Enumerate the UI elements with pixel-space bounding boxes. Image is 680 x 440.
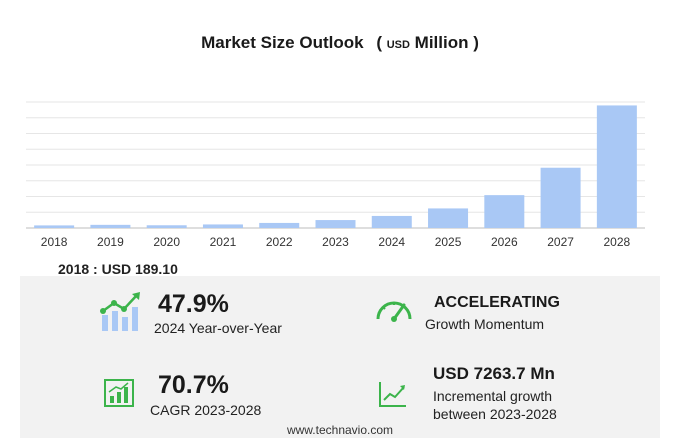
- bar-2028[interactable]: [596, 105, 637, 228]
- line-chart-icon: [379, 382, 406, 407]
- growth-chart-icon: [104, 379, 134, 407]
- bar-2019[interactable]: [90, 224, 131, 228]
- cagr-value: 70.7%: [158, 371, 229, 399]
- x-tick-label: 2026: [491, 235, 518, 249]
- incremental-label-line1: Incremental growth: [433, 388, 553, 404]
- bar-chart: 2018 2019 2020 2021 2022 2023 2024 2025 2026 2027…: [26, 101, 645, 249]
- chart-unit: ( USD Million ): [376, 33, 479, 52]
- incremental-label-line2: between 2023-2028: [433, 406, 557, 422]
- x-tick-label: 2021: [210, 235, 237, 249]
- bar-2018[interactable]: [34, 225, 75, 228]
- bar-2021[interactable]: [202, 224, 243, 228]
- unit-suffix: Million: [414, 33, 469, 52]
- x-tick-label: 2020: [153, 235, 180, 249]
- base-year-value: 2018 : USD 189.10: [58, 261, 178, 277]
- bar-2026[interactable]: [484, 195, 525, 228]
- x-tick-label: 2025: [435, 235, 462, 249]
- cagr-label: CAGR 2023-2028: [150, 402, 262, 418]
- yoy-value: 47.9%: [158, 290, 229, 318]
- x-tick-label: 2027: [547, 235, 574, 249]
- bar-2027[interactable]: [540, 167, 581, 228]
- momentum-value: ACCELERATING: [434, 294, 560, 311]
- x-tick-label: 2024: [378, 235, 405, 249]
- bar-2023[interactable]: [315, 220, 356, 228]
- chart-title-text: Market Size Outlook: [201, 33, 364, 52]
- bar-2020[interactable]: [146, 225, 187, 228]
- chart-title: Market Size Outlook ( USD Million ): [0, 33, 680, 53]
- bar-trend-icon: [100, 292, 140, 331]
- stats-panel: [20, 276, 660, 438]
- x-tick-label: 2023: [322, 235, 349, 249]
- unit-prefix: USD: [386, 39, 410, 51]
- bar-2022[interactable]: [259, 222, 300, 228]
- momentum-label: Growth Momentum: [425, 316, 545, 332]
- incremental-value: USD 7263.7 Mn: [433, 364, 555, 383]
- footer-url[interactable]: www.technavio.com: [286, 423, 394, 437]
- x-tick-label: 2022: [266, 235, 293, 249]
- bar-2024[interactable]: [371, 215, 412, 228]
- bar-2025[interactable]: [428, 208, 469, 228]
- x-tick-label: 2028: [604, 235, 631, 249]
- gauge-icon: [376, 301, 412, 322]
- x-tick-label: 2018: [41, 235, 68, 249]
- x-tick-label: 2019: [97, 235, 124, 249]
- yoy-label: 2024 Year-over-Year: [154, 320, 282, 336]
